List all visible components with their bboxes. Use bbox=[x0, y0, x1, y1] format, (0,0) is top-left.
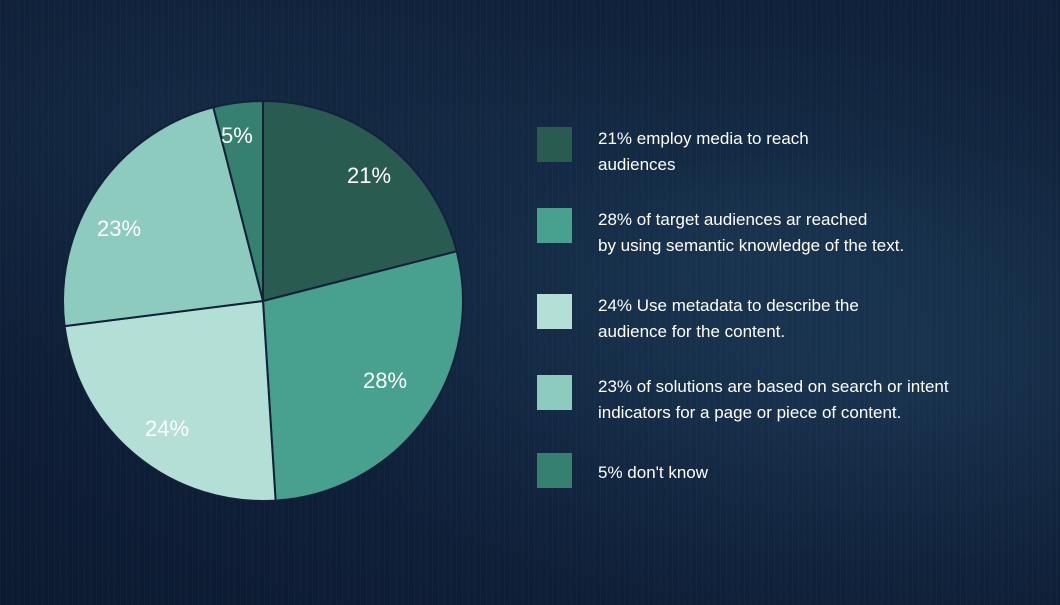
pie-slice-28[interactable] bbox=[262, 250, 464, 502]
legend-label: 5% don't know bbox=[598, 463, 709, 482]
legend-label: 24% Use metadata to describe the audienc… bbox=[598, 296, 859, 341]
slice-label-23: 23% bbox=[97, 216, 141, 241]
legend-swatch bbox=[537, 294, 572, 329]
legend-swatch bbox=[537, 208, 572, 243]
slice-label-21: 21% bbox=[347, 163, 391, 188]
legend-label: 23% of solutions are based on search or … bbox=[598, 377, 949, 422]
legend-label: 21% employ media to reach audiences bbox=[598, 129, 809, 174]
legend-swatch bbox=[537, 127, 572, 162]
legend-item-23[interactable]: 23% of solutions are based on search or … bbox=[537, 375, 949, 426]
slice-label-24: 24% bbox=[145, 416, 189, 441]
slice-label-28: 28% bbox=[363, 368, 407, 393]
pie-slice-21[interactable] bbox=[262, 100, 458, 302]
legend-swatch bbox=[537, 375, 572, 410]
slice-label-5: 5% bbox=[221, 123, 253, 148]
legend-item-24[interactable]: 24% Use metadata to describe the audienc… bbox=[537, 294, 859, 345]
legend-swatch bbox=[537, 453, 572, 488]
legend-label: 28% of target audiences ar reached by us… bbox=[598, 210, 905, 255]
legend-item-28[interactable]: 28% of target audiences ar reached by us… bbox=[537, 208, 904, 259]
legend-item-21[interactable]: 21% employ media to reach audiences bbox=[537, 127, 809, 178]
pie-slice-5[interactable] bbox=[212, 100, 264, 302]
legend-item-5[interactable]: 5% don't know bbox=[537, 453, 708, 488]
pie-slice-23[interactable] bbox=[62, 106, 264, 328]
pie-slice-24[interactable] bbox=[63, 300, 277, 502]
